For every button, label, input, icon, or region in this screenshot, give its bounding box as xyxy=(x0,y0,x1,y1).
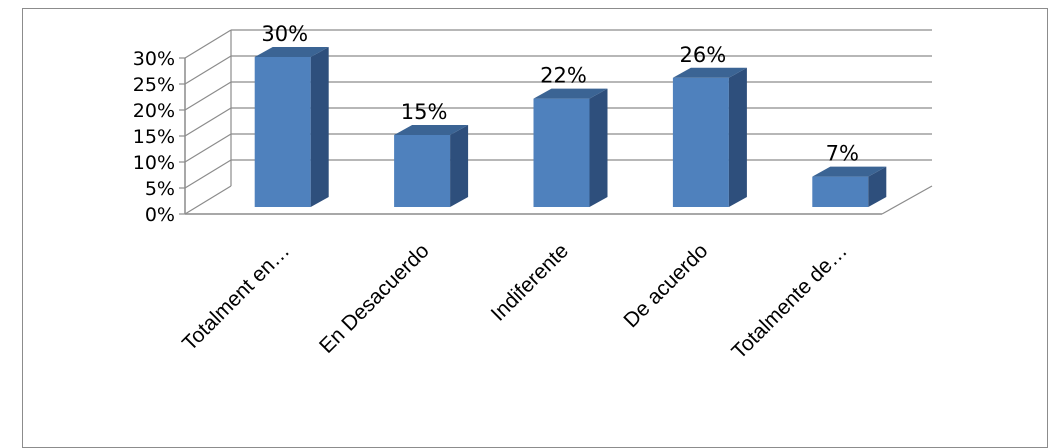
y-tick-label: 0% xyxy=(145,204,175,226)
gridlines xyxy=(184,29,933,215)
gridline-wall xyxy=(184,133,232,163)
gridline-wall xyxy=(184,107,232,137)
bar-top xyxy=(533,88,608,99)
bar-front xyxy=(533,98,590,207)
bar-front xyxy=(254,57,311,207)
bar-side xyxy=(310,47,329,207)
y-tick-label: 25% xyxy=(133,74,175,96)
category-label: En Desacuerdo xyxy=(315,239,434,358)
y-tick-label: 5% xyxy=(145,178,175,200)
category-label: Totalment en… xyxy=(178,239,294,355)
y-axis-ticks: 0% 5% 10% 15% 20% 25% 30% xyxy=(133,48,175,226)
data-label: 22% xyxy=(540,64,587,88)
bar-side xyxy=(868,166,887,207)
y-tick-label: 20% xyxy=(133,100,175,122)
bar-top xyxy=(394,125,469,135)
bar-side xyxy=(728,67,747,207)
data-label: 15% xyxy=(401,100,448,124)
gridline-wall xyxy=(184,159,232,189)
bar-top xyxy=(672,67,747,78)
category-label: Totalmente de… xyxy=(727,239,851,363)
chart-frame xyxy=(22,8,1048,448)
y-tick-label: 30% xyxy=(133,48,175,70)
gridline-wall xyxy=(184,29,232,59)
category-labels: Totalment en… En Desacuerdo Indiferente De … xyxy=(178,239,852,363)
floor-edge xyxy=(881,185,933,215)
bar-front xyxy=(812,176,869,207)
gridline-wall xyxy=(184,55,232,85)
bar-front xyxy=(672,77,729,207)
bar-side xyxy=(589,88,608,207)
gridline-wall xyxy=(184,185,232,215)
gridline-wall xyxy=(184,81,232,111)
data-label: 26% xyxy=(680,43,727,67)
category-label: Indiferente xyxy=(487,239,573,325)
bars xyxy=(254,47,887,207)
bar-top xyxy=(812,166,887,177)
bar-side xyxy=(450,125,469,207)
y-tick-label: 15% xyxy=(133,126,175,148)
data-label: 7% xyxy=(826,142,859,166)
axes xyxy=(179,57,882,215)
bar-top xyxy=(254,47,329,57)
category-label: De acuerdo xyxy=(619,239,712,332)
y-tick-label: 10% xyxy=(133,152,175,174)
bar-front xyxy=(394,135,451,207)
data-labels: 30% 15% 22% 26% 7% xyxy=(261,22,859,166)
data-label: 30% xyxy=(261,22,308,46)
